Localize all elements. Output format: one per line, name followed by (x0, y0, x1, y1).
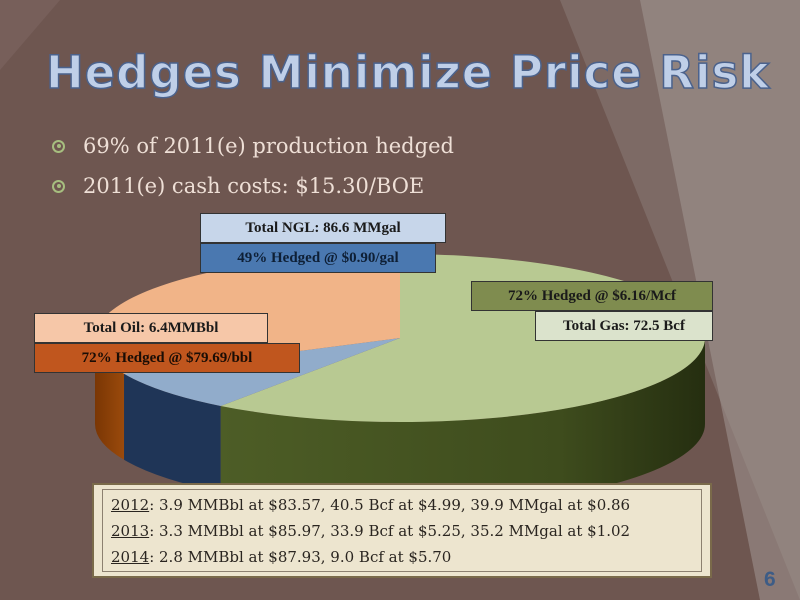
schedule-detail: : 3.3 MMBbl at $85.97, 33.9 Bcf at $5.25… (149, 522, 631, 540)
pie-side-ngl (124, 373, 221, 492)
schedule-year: 2013 (111, 522, 150, 540)
hedge-schedule-box: 2012: 3.9 MMBbl at $83.57, 40.5 Bcf at $… (92, 483, 712, 578)
oil-hedged-label: 72% Hedged @ $79.69/bbl (34, 343, 300, 373)
hedge-schedule-inner: 2012: 3.9 MMBbl at $83.57, 40.5 Bcf at $… (102, 489, 702, 572)
schedule-row: 2013: 3.3 MMBbl at $85.97, 33.9 Bcf at $… (111, 518, 693, 544)
circle-bullet-icon (52, 179, 65, 193)
schedule-row: 2012: 3.9 MMBbl at $83.57, 40.5 Bcf at $… (111, 492, 693, 518)
bullet-text: 69% of 2011(e) production hedged (83, 134, 454, 158)
schedule-year: 2014 (111, 548, 150, 566)
ngl-hedged-label: 49% Hedged @ $0.90/gal (200, 243, 436, 273)
bullet-text: 2011(e) cash costs: $15.30/BOE (83, 174, 425, 198)
schedule-year: 2012 (111, 496, 150, 514)
circle-bullet-icon (52, 139, 65, 153)
schedule-detail: : 3.9 MMBbl at $83.57, 40.5 Bcf at $4.99… (149, 496, 631, 514)
gas-hedged-label: 72% Hedged @ $6.16/Mcf (471, 281, 713, 311)
ngl-total-label: Total NGL: 86.6 MMgal (200, 213, 446, 243)
bullet-item: 69% of 2011(e) production hedged (52, 126, 454, 166)
gas-total-label: Total Gas: 72.5 Bcf (535, 311, 713, 341)
slide-title: Hedges Minimize Price Risk (45, 45, 771, 100)
schedule-detail: : 2.8 MMBbl at $87.93, 9.0 Bcf at $5.70 (149, 548, 452, 566)
bullet-list: 69% of 2011(e) production hedged 2011(e)… (52, 126, 454, 206)
schedule-row: 2014: 2.8 MMBbl at $87.93, 9.0 Bcf at $5… (111, 544, 693, 570)
oil-total-label: Total Oil: 6.4MMBbl (34, 313, 268, 343)
bullet-item: 2011(e) cash costs: $15.30/BOE (52, 166, 454, 206)
page-number: 6 (764, 568, 776, 591)
pie-side-gas (220, 338, 705, 508)
